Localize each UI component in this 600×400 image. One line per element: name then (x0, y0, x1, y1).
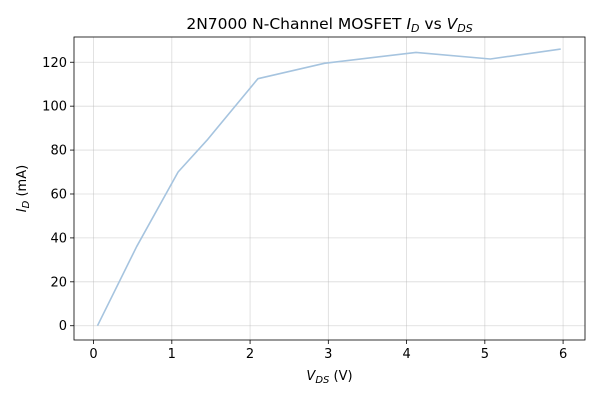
y-tick-label: 100 (42, 100, 67, 115)
plot-frame (73, 36, 586, 341)
series-layer (96, 48, 561, 327)
y-axis: 0 20 40 60 80 100 120 (42, 56, 74, 334)
x-tick-label: 0 (89, 347, 97, 362)
x-axis: 0 1 2 3 4 5 6 (89, 340, 567, 362)
y-tick-label: 60 (50, 187, 67, 202)
x-tick-label: 5 (481, 347, 489, 362)
y-tick-label: 40 (50, 231, 67, 246)
x-tick-label: 3 (324, 347, 332, 362)
y-tick-label: 0 (59, 319, 67, 334)
x-tick-label: 2 (246, 347, 254, 362)
y-tick-label: 20 (50, 275, 67, 290)
chart-title: 2N7000 N-Channel MOSFET ID vs VDS (186, 15, 472, 35)
series-line (96, 48, 561, 327)
grid (74, 37, 585, 340)
y-tick-label: 80 (50, 144, 67, 159)
x-tick-label: 6 (559, 347, 567, 362)
x-axis-label: VDS (V) (306, 369, 352, 386)
x-tick-label: 4 (402, 347, 410, 362)
x-tick-label: 1 (168, 347, 176, 362)
y-axis-label: ID (mA) (15, 165, 32, 212)
y-tick-label: 120 (42, 56, 67, 71)
